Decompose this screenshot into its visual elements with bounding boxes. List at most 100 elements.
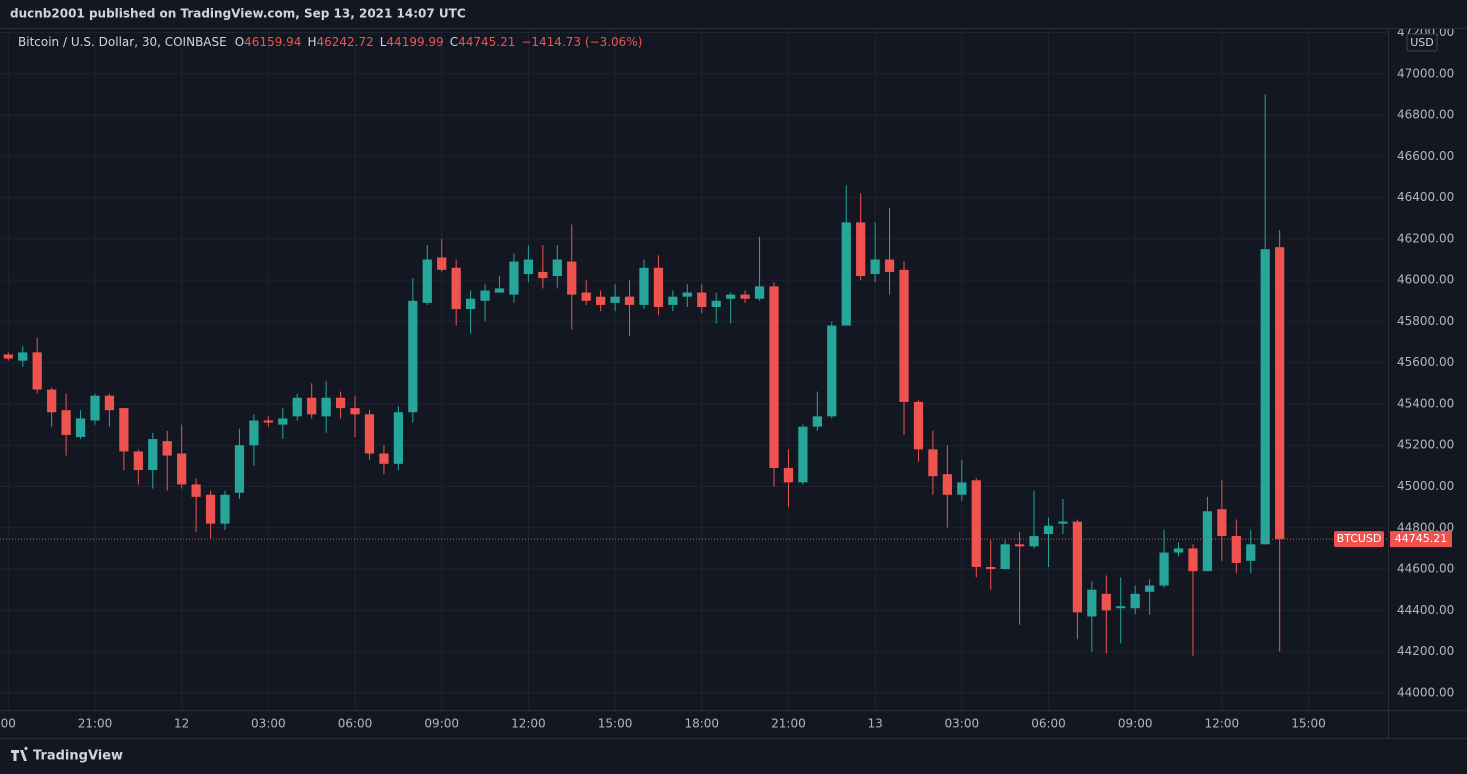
candle-body [393,412,404,464]
candle-body [668,296,678,305]
candle-body [249,420,259,446]
candle-body [610,296,620,303]
logo-icon [11,746,28,761]
y-tick-label: 46200.00 [1397,231,1454,245]
candle-body [1087,589,1097,617]
candle-body [1188,548,1198,572]
x-tick-label: 15:00 [598,717,633,731]
currency-label: USD [1410,36,1434,49]
candle-body [90,395,100,421]
candle-body [1000,544,1010,570]
candle-body [827,325,837,417]
last-price-label: 44745.21 [1395,532,1448,545]
currency-box [1406,33,1438,52]
candle-body [899,269,909,402]
candle-body [870,259,880,274]
y-tick-label: 44600.00 [1397,562,1454,576]
candle-body [596,296,606,305]
candle-body [451,267,461,310]
ohlc-letter: O [235,35,244,49]
x-tick-label: 15:00 [1291,717,1326,731]
candle-body [408,300,418,413]
candle-body [422,259,432,303]
candle-body [1072,521,1083,613]
candle-body [364,414,375,454]
candle-body [1116,606,1126,609]
candle-body [697,292,707,307]
candle-body [639,267,649,305]
candle-body [119,408,129,452]
symbol-line: Bitcoin / U.S. Dollar, 30, COINBASE [18,35,227,49]
candle-body [1014,544,1025,547]
y-tick-label: 46800.00 [1397,108,1454,122]
candle-body [957,482,967,495]
y-tick-label: 44800.00 [1397,520,1454,534]
x-tick-label: 18:00 [684,717,719,731]
candle-body [942,474,952,495]
candle-body [1029,536,1039,547]
candle-body [234,445,245,493]
ohlc-letter: H [307,35,316,49]
candle-body [307,397,317,415]
y-tick-label: 44400.00 [1397,603,1454,617]
ohlc-letter: C [450,35,458,49]
candle-body [1246,544,1256,561]
candle-body [1231,536,1241,563]
candle-body [509,261,519,295]
candle-body [61,410,71,435]
candle-body [75,418,86,437]
grid [0,28,1388,710]
x-tick-label: 06:00 [338,717,373,731]
candle-body [913,401,924,450]
x-tick-label: 03:00 [251,717,286,731]
candle-body [928,449,938,477]
candle-body [437,257,447,270]
candle-body [191,484,201,497]
footer-brand: TradingView [33,749,123,764]
candle-body [1275,247,1285,540]
candle-body [47,389,57,413]
candle-body [1130,593,1140,609]
legend-line: Bitcoin / U.S. Dollar, 30, COINBASE O4615… [18,35,642,49]
candle-body [754,286,765,299]
high-value: 46242.72 [316,35,373,49]
low-value: 44199.99 [386,35,443,49]
x-tick-label: 03:00 [945,717,980,731]
candle-body [769,286,779,468]
candle-body [379,453,389,464]
candle-body [971,480,981,567]
candle-body [3,354,13,359]
open-value: 46159.94 [244,35,301,49]
candle-body [18,352,28,361]
candle-body [841,222,851,326]
candle-body [162,441,172,456]
candle-body [321,397,331,417]
candle-body [567,261,577,295]
ohlc-letter: L [380,35,387,49]
candle-body [1145,585,1155,592]
x-tick-label: 12:00 [1205,717,1240,731]
candle-body [711,300,721,307]
candle-body [856,222,866,277]
candle-body [205,494,216,524]
time-axis: 00 21:00 12 03:00 06:00 09:00 12:00 15:00 18:00 2… [1,717,1326,731]
x-tick-label: 13 [867,717,882,731]
candle-body [523,259,534,274]
y-tick-label: 45800.00 [1397,314,1454,328]
candle-body [812,416,822,427]
candle-body [148,439,158,471]
candle-body [335,397,346,409]
close-value: 44745.21 [458,35,515,49]
candle-body [32,352,42,390]
candle-body [1058,521,1068,524]
candle-body [682,292,692,297]
candle-body [740,294,750,299]
y-tick-label: 45000.00 [1397,479,1454,493]
candle-body [104,395,115,411]
candle-body [798,426,808,483]
candle-body [1159,552,1169,586]
y-tick-label: 46600.00 [1397,149,1454,163]
candle-body [538,271,548,279]
candle-body [1202,511,1213,572]
